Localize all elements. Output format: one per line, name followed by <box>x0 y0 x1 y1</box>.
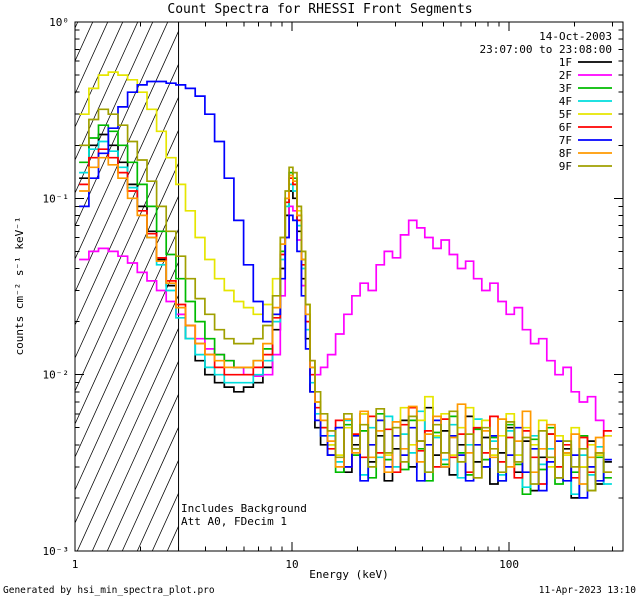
series-2F <box>79 205 612 437</box>
footer-timestamp: 11-Apr-2023 13:10 <box>538 585 636 596</box>
legend-label-2F: 2F <box>559 69 572 82</box>
legend-label-1F: 1F <box>559 56 572 69</box>
series-1F <box>79 133 612 499</box>
series-5F <box>79 71 612 468</box>
y-tick-label: 10⁻¹ <box>43 192 70 205</box>
chart-title: Count Spectra for RHESSI Front Segments <box>167 2 473 17</box>
legend-label-6F: 6F <box>559 121 572 134</box>
obs-interval-label: 23:07:00 to 23:08:00 <box>479 43 612 56</box>
y-axis-title: counts cm⁻² s⁻¹ keV⁻¹ <box>13 216 26 356</box>
legend-label-8F: 8F <box>559 147 572 160</box>
y-tick-label: 10⁻³ <box>43 545 70 558</box>
footer-generator-label: Generated by hsi_min_spectra_plot.pro <box>3 585 215 596</box>
series-lines <box>79 71 612 499</box>
x-tick-label: 1 <box>72 558 79 571</box>
series-8F <box>79 156 612 485</box>
legend-label-5F: 5F <box>559 108 572 121</box>
annotation-attenuator-state: Att A0, FDecim 1 <box>181 515 287 528</box>
legend-label-7F: 7F <box>559 134 572 147</box>
attenuated-region-hatch <box>75 22 180 551</box>
x-tick-label: 100 <box>499 558 519 571</box>
obs-date-label: 14-Oct-2003 <box>539 30 612 43</box>
series-4F <box>79 140 612 496</box>
series-3F <box>79 124 612 496</box>
tick-labels: 1 10 100 10⁻³ 10⁻² 10⁻¹ 10⁰ <box>43 16 519 571</box>
series-9F <box>79 108 612 492</box>
y-tick-label: 10⁻² <box>43 369 70 382</box>
axes-ticks <box>74 21 623 552</box>
legend-label-3F: 3F <box>559 82 572 95</box>
x-tick-label: 10 <box>285 558 298 571</box>
series-6F <box>79 148 612 485</box>
legend-label-9F: 9F <box>559 160 572 173</box>
annotation-includes-background: Includes Background <box>181 502 307 515</box>
y-tick-label: 10⁰ <box>49 16 69 29</box>
x-axis-title: Energy (keV) <box>309 568 389 581</box>
legend-label-4F: 4F <box>559 95 572 108</box>
plot-frame <box>74 21 624 552</box>
